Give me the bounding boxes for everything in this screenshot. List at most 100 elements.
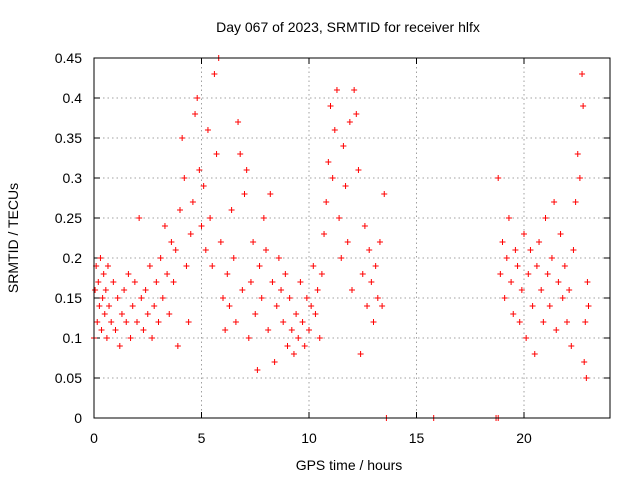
- data-point: [525, 271, 532, 277]
- data-point: [131, 279, 138, 285]
- data-point: [344, 239, 351, 245]
- data-point: [100, 271, 107, 277]
- data-point: [258, 295, 265, 301]
- data-point: [172, 247, 179, 253]
- data-point: [280, 319, 287, 325]
- data-point: [521, 231, 527, 237]
- y-tick-label: 0.25: [55, 210, 82, 226]
- data-point: [501, 295, 508, 301]
- data-point: [536, 239, 543, 245]
- data-point: [301, 343, 308, 349]
- data-point: [159, 295, 166, 301]
- data-point: [217, 239, 224, 245]
- data-point: [516, 319, 523, 325]
- data-point: [265, 327, 272, 333]
- data-point: [555, 279, 562, 285]
- data-point: [346, 119, 353, 125]
- data-point: [92, 287, 99, 293]
- data-point: [149, 335, 156, 341]
- data-point: [303, 295, 310, 301]
- data-point: [170, 279, 177, 285]
- data-point: [102, 287, 109, 293]
- data-point: [497, 271, 504, 277]
- chart-title: Day 067 of 2023, SRMTID for receiver hlf…: [216, 19, 480, 35]
- data-point: [379, 303, 386, 309]
- data-point: [151, 303, 158, 309]
- data-point: [125, 271, 132, 277]
- data-point: [187, 231, 194, 237]
- data-point: [336, 215, 343, 221]
- x-tick-label: 10: [301, 430, 317, 446]
- data-point: [299, 319, 306, 325]
- data-point: [114, 295, 121, 301]
- y-tick-label: 0.15: [55, 290, 82, 306]
- data-point: [368, 279, 375, 285]
- data-point: [544, 271, 551, 277]
- data-point: [374, 295, 381, 301]
- data-point: [123, 319, 130, 325]
- data-point: [579, 71, 586, 77]
- data-point: [118, 311, 125, 317]
- data-point: [551, 199, 558, 205]
- data-point: [308, 303, 315, 309]
- data-point: [546, 303, 553, 309]
- data-point: [232, 319, 239, 325]
- data-point: [267, 191, 274, 197]
- data-point: [503, 255, 510, 261]
- data-point: [557, 231, 564, 237]
- data-point: [514, 263, 521, 269]
- data-point: [580, 103, 587, 109]
- data-point: [260, 215, 267, 221]
- data-point: [200, 183, 207, 189]
- data-point: [527, 247, 534, 253]
- y-tick-label: 0: [74, 410, 82, 426]
- data-point: [247, 279, 254, 285]
- data-point: [318, 271, 325, 277]
- y-axis-title: SRMTID / TECUs: [5, 183, 21, 293]
- data-point: [568, 343, 575, 349]
- data-point: [226, 303, 233, 309]
- data-point: [284, 343, 291, 349]
- data-point: [112, 327, 119, 333]
- data-point: [529, 303, 536, 309]
- data-point: [355, 167, 362, 173]
- data-point: [129, 303, 136, 309]
- data-point: [179, 135, 186, 141]
- data-point: [250, 239, 257, 245]
- data-point: [164, 271, 171, 277]
- data-point: [146, 263, 153, 269]
- data-point: [241, 191, 248, 197]
- y-tick-label: 0.4: [63, 90, 83, 106]
- x-axis-title: GPS time / hours: [296, 457, 403, 473]
- data-point: [581, 359, 588, 365]
- y-tick-label: 0.3: [63, 170, 83, 186]
- data-point: [495, 175, 502, 181]
- data-point: [297, 279, 304, 285]
- data-point: [512, 247, 519, 253]
- data-point: [140, 327, 147, 333]
- data-point: [183, 263, 190, 269]
- y-tick-label: 0.05: [55, 370, 82, 386]
- data-point: [245, 335, 252, 341]
- data-point: [566, 287, 573, 293]
- data-point: [213, 151, 220, 157]
- data-point: [157, 255, 164, 261]
- data-point: [256, 263, 263, 269]
- data-point: [95, 279, 102, 285]
- data-point: [564, 319, 570, 325]
- data-point: [376, 239, 383, 245]
- data-point: [574, 151, 581, 157]
- data-point: [314, 287, 321, 293]
- data-point: [222, 327, 229, 333]
- data-point: [239, 287, 246, 293]
- data-point: [533, 263, 540, 269]
- data-point: [295, 335, 302, 341]
- data-point: [98, 327, 105, 333]
- data-point: [243, 167, 250, 173]
- data-point: [570, 247, 577, 253]
- data-point: [155, 319, 162, 325]
- data-point: [582, 319, 589, 325]
- data-point: [561, 263, 568, 269]
- data-point: [127, 335, 134, 341]
- data-point: [174, 343, 181, 349]
